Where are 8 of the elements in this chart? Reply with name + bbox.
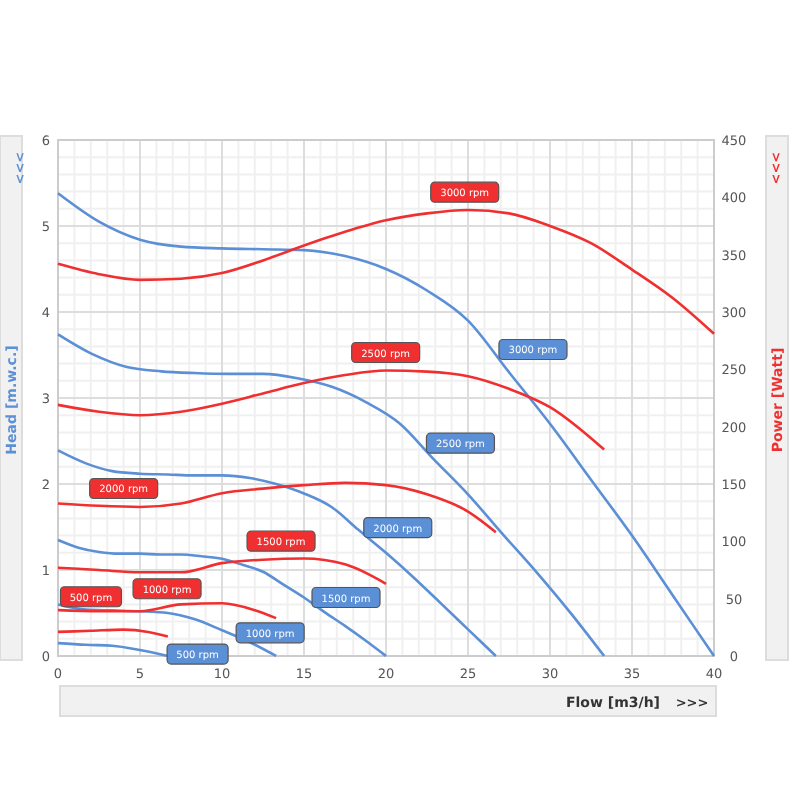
- line-series: [56, 333, 606, 658]
- line-series: [56, 369, 606, 451]
- line-series: [56, 208, 716, 336]
- line-series: [56, 192, 716, 658]
- line-series: [56, 538, 388, 658]
- line-series: [56, 557, 388, 586]
- line-series: [56, 449, 498, 658]
- line-series: [56, 481, 498, 534]
